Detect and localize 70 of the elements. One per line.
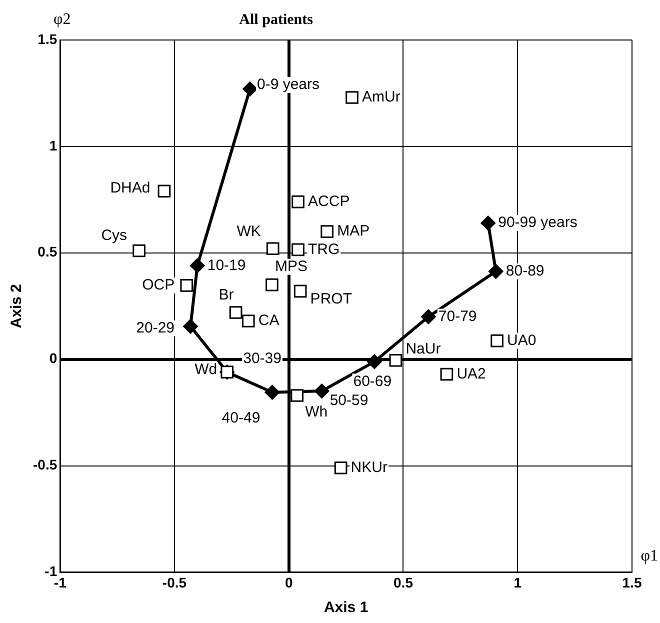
point (320, 225, 334, 238)
point (294, 284, 307, 298)
y-tick-label: 0.5 (38, 244, 58, 260)
x-tick-label: 1 (514, 574, 522, 590)
x-axis-title: Axis 1 (324, 599, 368, 616)
annotation: 30-39 (243, 350, 282, 368)
point (229, 306, 242, 319)
y-tick-label: -1 (44, 563, 58, 580)
point (266, 242, 280, 256)
annotation: Cys (101, 226, 128, 244)
chart-title: All patients (239, 12, 314, 28)
annotation: UA0 (507, 332, 536, 349)
x-tick-label: 0.5 (394, 574, 414, 590)
annotation: Br (218, 286, 234, 304)
point (180, 279, 194, 292)
annotation: AmUr (362, 88, 400, 106)
point (440, 368, 454, 381)
point (490, 334, 504, 348)
annotation: UA2 (456, 365, 486, 382)
x-tick-label: -0.5 (162, 574, 187, 590)
annotation: NKUr (350, 459, 388, 476)
annotation: NaUr (406, 340, 441, 358)
annotation: PROT (310, 290, 352, 308)
point (183, 318, 198, 334)
annotation: 0-9 years (256, 76, 320, 94)
y-tick-label: 1 (49, 137, 58, 154)
point (488, 264, 504, 279)
annotation: 10-19 (207, 256, 246, 274)
annotation: Wd (194, 361, 218, 378)
point (242, 81, 258, 96)
annotation: 70-79 (438, 308, 477, 325)
point (346, 91, 358, 104)
annotation: DHAd (110, 179, 150, 196)
point (292, 243, 304, 256)
point (290, 389, 304, 402)
point (366, 354, 382, 370)
text: φ2 (54, 11, 71, 28)
point (420, 309, 436, 324)
point (266, 278, 278, 292)
y-tick-label: -0.5 (33, 456, 58, 473)
annotation: CA (258, 312, 280, 330)
x-tick-label: 1.5 (622, 574, 642, 590)
point (314, 384, 330, 399)
annotation: ACCP (308, 192, 350, 210)
annotation: OCP (142, 276, 175, 294)
point (190, 258, 205, 274)
point (389, 354, 402, 367)
point (292, 195, 304, 208)
annotation: 90-99 years (498, 214, 578, 232)
point (480, 216, 496, 231)
point (242, 314, 255, 328)
annotation: 20-29 (136, 319, 175, 336)
annotation: MPS (274, 258, 308, 275)
y-tick-label: 0 (49, 350, 58, 366)
point (334, 461, 348, 474)
y-tick-label: 1.5 (38, 30, 58, 47)
annotation: 40-49 (222, 409, 260, 426)
annotation: Wh (305, 404, 328, 421)
point (264, 384, 280, 400)
x-tick-label: 0 (284, 574, 293, 590)
annotation: 80-89 (506, 262, 544, 280)
point (132, 244, 146, 258)
annotation: WK (236, 222, 261, 240)
point (158, 184, 171, 198)
annotation: MAP (337, 222, 370, 240)
y-axis-title: Axis 2 (8, 284, 26, 328)
annotation: TRG (308, 240, 340, 258)
text: φ1 (640, 547, 658, 564)
annotation: 50-59 (330, 392, 368, 410)
annotation: 60-69 (353, 372, 392, 390)
